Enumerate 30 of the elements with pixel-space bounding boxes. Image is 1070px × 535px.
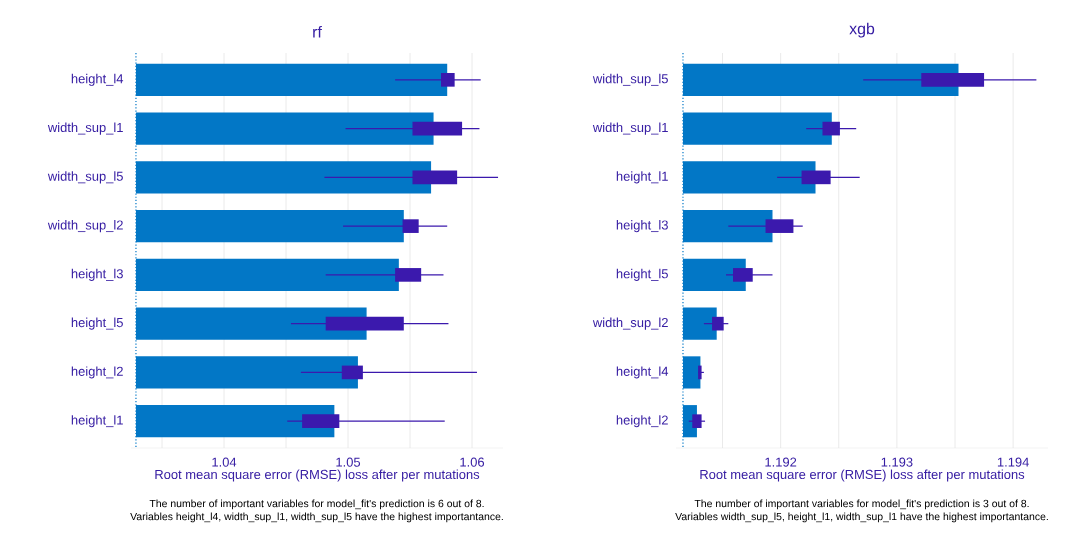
x-tick-label: 1.193 [881,457,913,467]
x-axis-title: Root mean square error (RMSE) loss after per mutations [700,469,1025,482]
y-tick-label: height_l4 [616,366,669,379]
x-tick-label: 1.04 [212,457,237,467]
text: The number of important variables for model_fit's prediction is 6 out of 8. [149,499,484,510]
y-tick-label: height_l3 [71,268,123,281]
y-tick-label: width_sup_l1 [592,122,668,135]
x-tick-label: 1.06 [460,457,485,467]
text: Variables width_sup_l5, height_l1, width_sup_l1 have the highest importantance. [675,512,1048,523]
y-tick-label: height_l1 [616,171,668,184]
y-tick-label: width_sup_l5 [47,171,123,184]
y-tick-label: height_l2 [71,366,123,379]
y-tick-label: height_l5 [616,268,668,281]
chart-title: xgb [849,22,875,38]
chart-title: rf [313,25,322,38]
y-tick-label: width_sup_l2 [592,317,668,330]
x-axis-title: Root mean square error (RMSE) loss after per mutations [155,469,480,482]
text: Variables height_l4, width_sup_l1, width_sup_l5 have the highest importantance. [130,512,503,523]
y-tick-label: width_sup_l5 [592,73,668,86]
x-tick-label: 1.194 [997,457,1029,467]
y-tick-label: height_l5 [71,317,123,330]
text: The number of important variables for model_fit's prediction is 3 out of 8. [694,499,1029,510]
y-tick-label: height_l2 [616,415,668,428]
y-tick-label: height_l4 [71,73,124,86]
y-tick-label: width_sup_l1 [47,122,123,135]
y-tick-label: height_l1 [71,415,123,428]
x-tick-label: 1.05 [336,457,361,467]
x-tick-label: 1.192 [765,457,797,467]
y-tick-label: width_sup_l2 [47,220,123,233]
y-tick-label: height_l3 [616,220,668,233]
